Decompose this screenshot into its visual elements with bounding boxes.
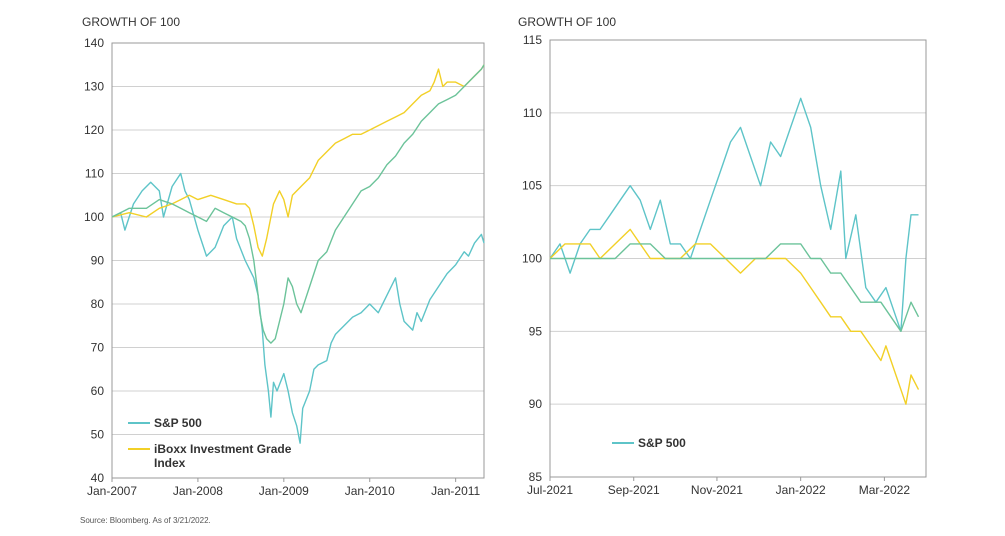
chart1-ytick-label: 140: [84, 36, 104, 50]
chart2-ytick-label: 90: [529, 397, 543, 411]
chart2-series-line-unlabeled: [549, 228, 920, 405]
chart1-plot-frame: [111, 42, 485, 479]
chart2-ytick-label: 105: [522, 179, 542, 193]
chart1-xtick-label: Jan-2007: [87, 484, 137, 498]
chart2-ytick-label: 110: [523, 106, 542, 120]
chart1-ytick-label: 50: [91, 428, 105, 442]
chart1-series-line-unlabeled: [111, 64, 485, 344]
chart1-ytick-label: 110: [85, 167, 104, 181]
chart1-series-line-s-p-500: [111, 172, 485, 444]
source-note: Source: Bloomberg. As of 3/21/2022.: [80, 516, 211, 525]
chart2-xtick-label: Jan-2022: [776, 483, 826, 497]
chart1-ytick-label: 40: [91, 471, 105, 485]
chart2-ytick-label: 95: [529, 324, 543, 338]
chart1-ytick-label: 70: [91, 341, 105, 355]
chart2-svg: GROWTH OF 100 85 90 95 100 105 110 115 Jul-2021 S…: [518, 15, 927, 497]
chart2-xtick-label: Sep-2021: [608, 483, 660, 497]
chart2-ytick-label: 85: [529, 470, 543, 484]
chart2-legend-label: S&P 500: [638, 436, 686, 450]
chart2-xtick-label: Jul-2021: [527, 483, 573, 497]
chart1-xtick-label: Jan-2009: [259, 484, 309, 498]
chart1-xtick-label: Jan-2010: [345, 484, 395, 498]
chart-growth-2021-2022: GROWTH OF 100 85 90 95 100 105 110 115 Jul-2021 S…: [500, 0, 1005, 536]
chart2-series-line-unlabeled: [550, 243, 920, 332]
chart2-ytick-label: 115: [523, 33, 542, 47]
chart-growth-2007-2011: GROWTH OF 100 40 50 60 70 80 90 100 110 120 130 140…: [0, 0, 500, 536]
chart2-xtick-label: Mar-2022: [859, 483, 911, 497]
chart1-ytick-label: 60: [91, 384, 105, 398]
chart1-series-line-iboxx-investment-grade-index: [111, 64, 485, 257]
chart1-ytick-label: 100: [84, 210, 104, 224]
chart1-xtick-label: Jan-2011: [431, 484, 480, 498]
chart1-title: GROWTH OF 100: [82, 15, 180, 29]
chart1-legend-label: S&P 500: [154, 416, 202, 430]
chart1-ytick-label: 90: [91, 254, 105, 268]
chart1-xtick-label: Jan-2008: [173, 484, 223, 498]
chart1-ytick-label: 130: [84, 80, 104, 94]
chart2-series-line-s-p-500: [549, 97, 919, 332]
chart2-xtick-label: Nov-2021: [691, 483, 743, 497]
chart1-ytick-label: 120: [84, 123, 104, 137]
chart2-title: GROWTH OF 100: [518, 15, 616, 29]
chart1-ytick-label: 80: [91, 297, 105, 311]
chart1-svg: GROWTH OF 100 40 50 60 70 80 90 100 110 120 130 140…: [82, 15, 485, 498]
chart1-legend-label: iBoxx Investment Grade Index: [154, 442, 292, 470]
chart2-ytick-label: 100: [522, 252, 542, 266]
